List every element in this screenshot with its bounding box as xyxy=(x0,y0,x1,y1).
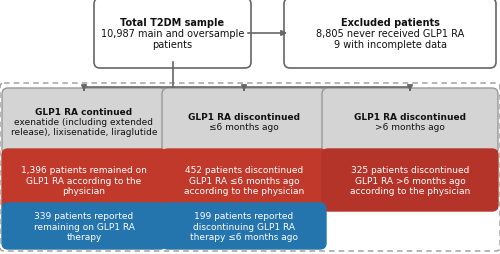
Text: GLP1 RA discontinued: GLP1 RA discontinued xyxy=(188,113,300,121)
Text: GLP1 RA continued: GLP1 RA continued xyxy=(36,107,132,117)
Text: release), lixisenatide, liraglutide: release), lixisenatide, liraglutide xyxy=(11,128,157,137)
FancyBboxPatch shape xyxy=(284,0,496,69)
Text: 10,987 main and oversample: 10,987 main and oversample xyxy=(101,29,244,39)
Text: >6 months ago: >6 months ago xyxy=(375,122,445,132)
Text: GLP1 RA >6 months ago: GLP1 RA >6 months ago xyxy=(354,176,466,185)
FancyBboxPatch shape xyxy=(162,89,326,155)
FancyBboxPatch shape xyxy=(162,203,326,249)
Text: exenatide (including extended: exenatide (including extended xyxy=(14,118,153,126)
Text: 199 patients reported: 199 patients reported xyxy=(194,212,294,220)
Text: 1,396 patients remained on: 1,396 patients remained on xyxy=(21,166,147,175)
Text: according to the physician: according to the physician xyxy=(184,186,304,195)
FancyBboxPatch shape xyxy=(162,149,326,211)
Text: 9 with incomplete data: 9 with incomplete data xyxy=(334,40,446,50)
Text: patients: patients xyxy=(152,40,192,50)
Text: 339 patients reported: 339 patients reported xyxy=(34,212,134,220)
Text: Excluded patients: Excluded patients xyxy=(340,18,440,28)
FancyBboxPatch shape xyxy=(2,149,166,211)
Text: 8,805 never received GLP1 RA: 8,805 never received GLP1 RA xyxy=(316,29,464,39)
Text: 325 patients discontinued: 325 patients discontinued xyxy=(351,166,469,175)
Text: ≤6 months ago: ≤6 months ago xyxy=(209,122,279,132)
Text: according to the physician: according to the physician xyxy=(350,186,470,195)
Text: remaining on GLP1 RA: remaining on GLP1 RA xyxy=(34,222,134,231)
FancyBboxPatch shape xyxy=(322,149,498,211)
Text: 452 patients discontinued: 452 patients discontinued xyxy=(185,166,303,175)
Text: Total T2DM sample: Total T2DM sample xyxy=(120,18,224,28)
Text: GLP1 RA according to the: GLP1 RA according to the xyxy=(26,176,142,185)
FancyBboxPatch shape xyxy=(2,203,166,249)
Text: therapy: therapy xyxy=(66,232,102,241)
Text: physician: physician xyxy=(62,186,106,195)
FancyBboxPatch shape xyxy=(322,89,498,155)
Text: GLP1 RA ≤6 months ago: GLP1 RA ≤6 months ago xyxy=(188,176,300,185)
FancyBboxPatch shape xyxy=(94,0,251,69)
FancyBboxPatch shape xyxy=(2,89,166,155)
Text: GLP1 RA discontinued: GLP1 RA discontinued xyxy=(354,113,466,121)
Text: discontinuing GLP1 RA: discontinuing GLP1 RA xyxy=(193,222,295,231)
Text: therapy ≤6 months ago: therapy ≤6 months ago xyxy=(190,232,298,241)
